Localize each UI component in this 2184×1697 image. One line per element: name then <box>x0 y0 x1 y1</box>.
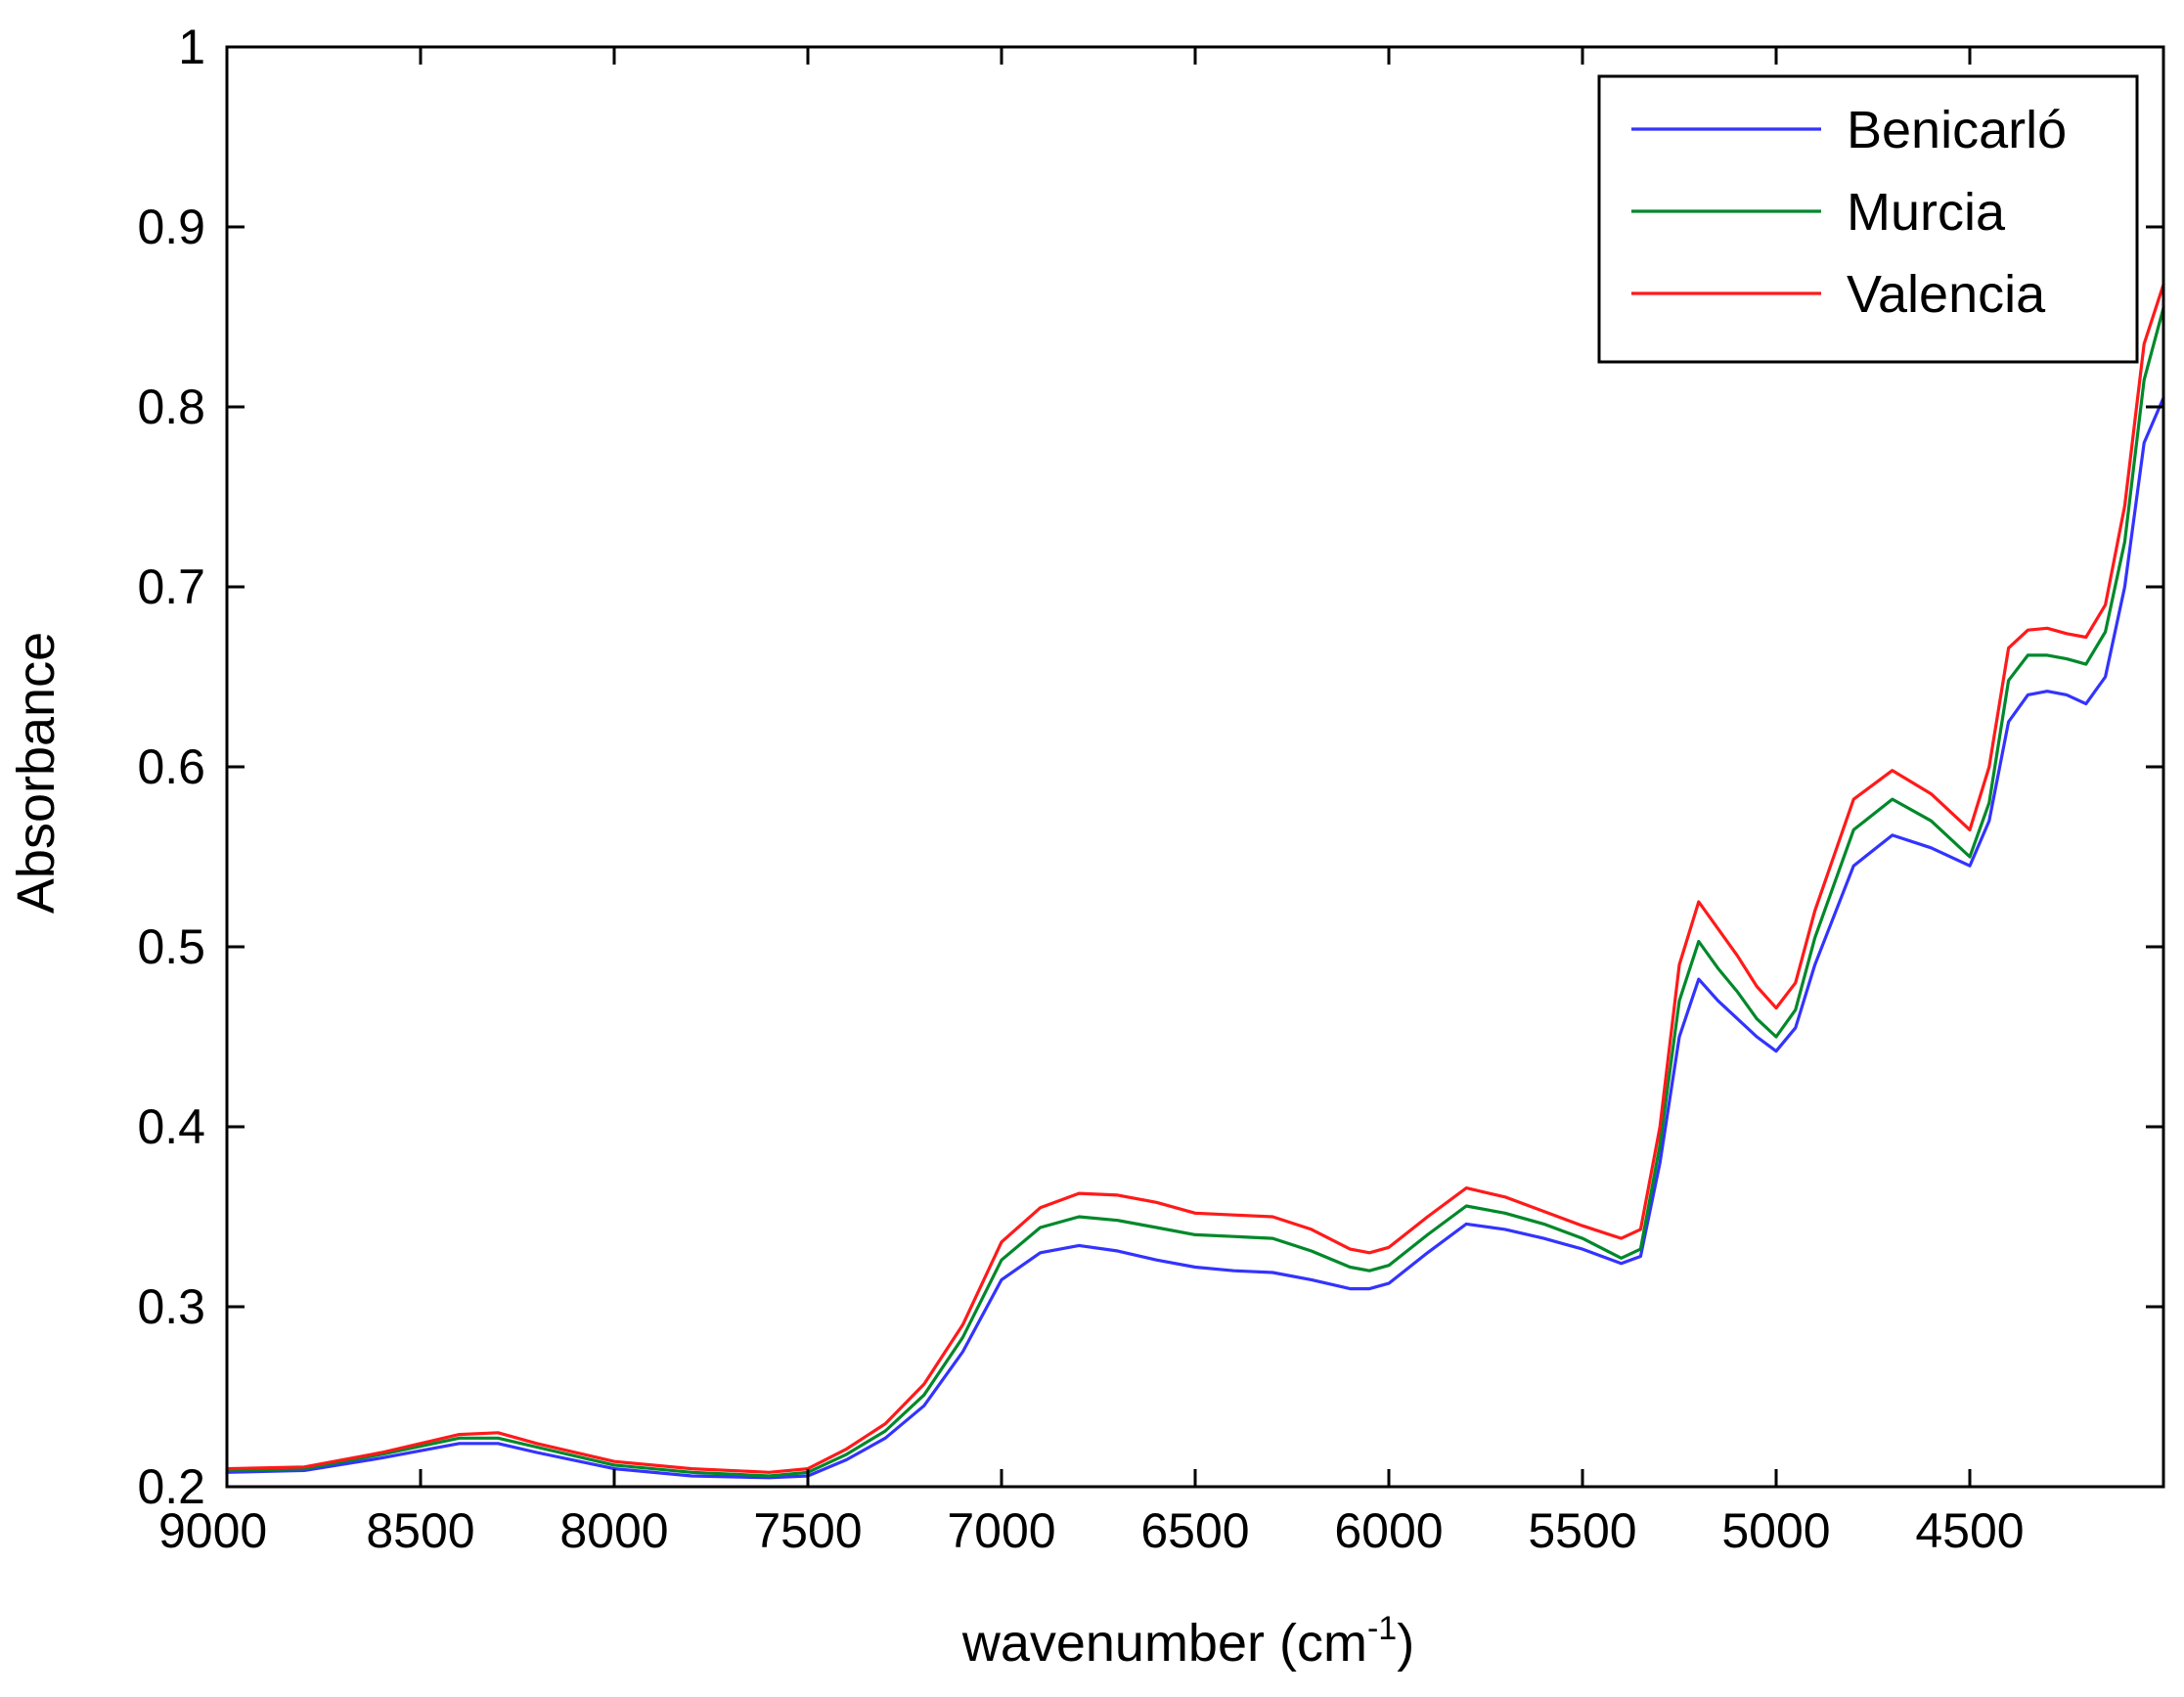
y-tick-label: 0.6 <box>137 739 205 794</box>
y-tick-label: 0.7 <box>137 559 205 614</box>
series-line-murcia <box>225 306 2165 1478</box>
series-line-benicarlo <box>225 396 2165 1480</box>
x-tick-label: 7500 <box>753 1503 862 1558</box>
y-tick-label: 0.2 <box>137 1459 205 1514</box>
ticks-layer <box>225 45 2163 1489</box>
y-tick-label: 0.8 <box>137 380 205 434</box>
y-tick-label: 0.5 <box>137 919 205 974</box>
y-tick-label: 0.3 <box>137 1279 205 1334</box>
x-axis-label-superscript: -1 <box>1367 1610 1397 1647</box>
y-axis-label: Absorbance <box>7 632 66 914</box>
legend: Benicarló Murcia Valencia <box>1597 74 2139 364</box>
x-tick-label: 8500 <box>366 1503 474 1558</box>
legend-box <box>1597 74 2139 364</box>
y-tick-label: 1 <box>178 20 205 74</box>
series-layer <box>225 283 2165 1480</box>
legend-entries: Benicarló Murcia Valencia <box>1631 101 2067 324</box>
legend-label: Valencia <box>1847 265 2046 324</box>
x-tick-label: 5500 <box>1528 1503 1636 1558</box>
legend-label: Benicarló <box>1847 101 2067 159</box>
x-tick-label: 9000 <box>158 1503 267 1558</box>
y-tick-label: 0.9 <box>137 200 205 254</box>
legend-label: Murcia <box>1847 183 2006 242</box>
y-tick-label: 0.4 <box>137 1099 205 1154</box>
series-line-valencia <box>225 283 2165 1474</box>
x-tick-label: 6500 <box>1140 1503 1249 1558</box>
x-tick-label: 5000 <box>1721 1503 1830 1558</box>
x-tick-label: 6000 <box>1334 1503 1443 1558</box>
x-tick-label: 7000 <box>947 1503 1055 1558</box>
x-tick-label: 4500 <box>1915 1503 2024 1558</box>
x-tick-label: 8000 <box>559 1503 668 1558</box>
tick-labels-layer: 9000 8500 8000 7500 7000 6500 6000 5500 5000 4500… <box>137 20 2024 1558</box>
x-axis-label: wavenumber (cm-1) <box>961 1610 1414 1673</box>
